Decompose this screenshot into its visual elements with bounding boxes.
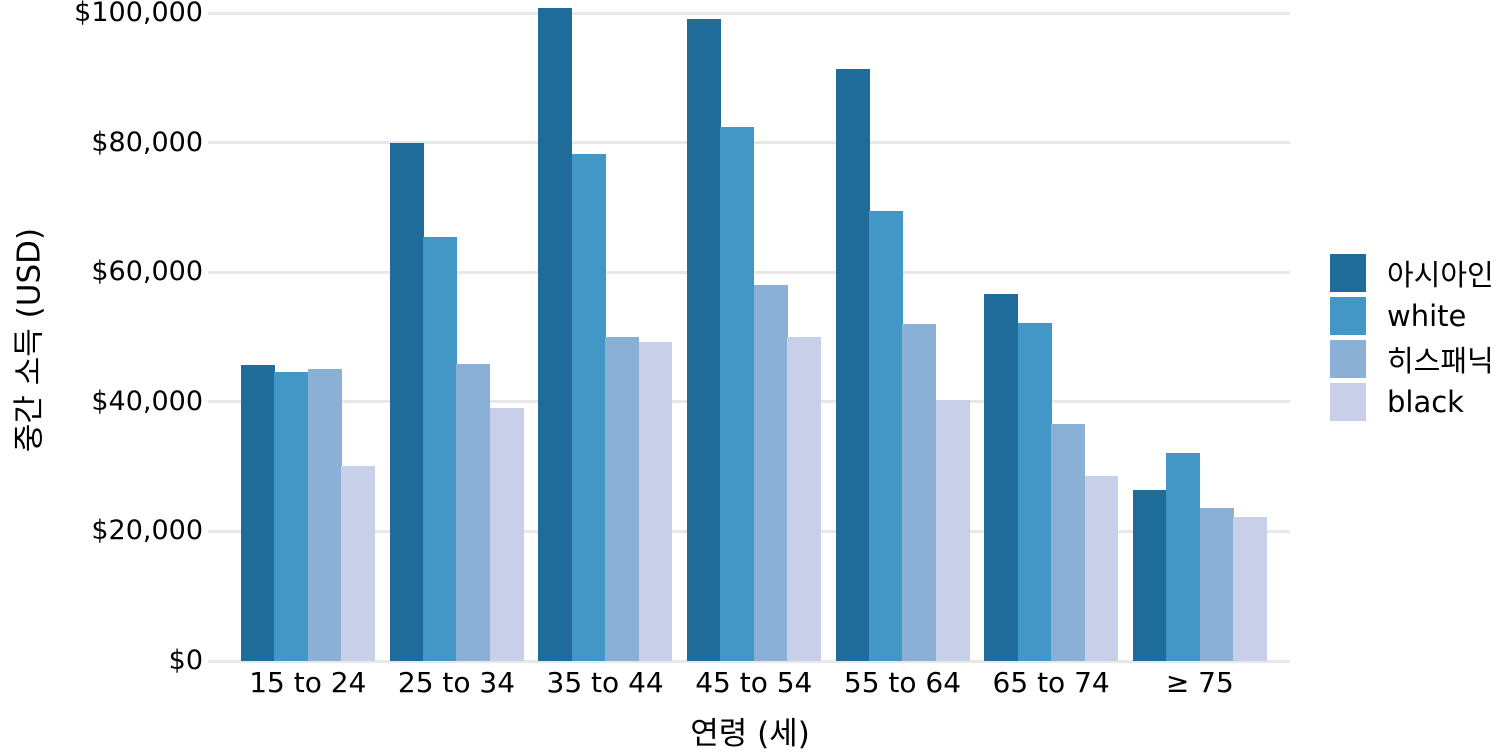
bar [389,142,424,661]
legend-swatch [1330,254,1366,292]
bar [456,364,491,661]
legend: 아시아인 white 히스패닉 black [1330,254,1494,426]
legend-item: 아시아인 [1330,254,1494,292]
bar [869,211,903,661]
bar [687,19,721,661]
x-tick-label: 25 to 34 [397,666,516,699]
legend-swatch [1330,383,1366,421]
legend-item: black [1330,383,1494,421]
bar [1199,508,1234,661]
y-axis-tick-labels: $0 $20,000 $40,000 $60,000 $80,000 $100,000 [0,0,203,754]
x-tick-label: 35 to 44 [546,666,664,699]
legend-item: white [1330,297,1494,335]
bar [1133,489,1167,661]
x-tick-label: 15 to 24 [249,666,367,699]
legend-label: white [1387,299,1467,333]
y-tick-label: $20,000 [91,515,203,547]
bar [1051,423,1086,661]
x-tick-label: ≥ 75 [1165,666,1234,699]
legend-label: 히스패닉 [1387,344,1494,378]
bar [605,337,640,661]
y-tick-label: $80,000 [91,126,203,158]
bar [753,285,788,661]
legend-item: 히스패닉 [1330,340,1494,378]
bar [1017,322,1052,661]
bar [720,127,755,661]
x-tick-label: 55 to 64 [843,666,962,699]
bar [835,69,870,661]
bar [538,8,573,661]
bar [489,408,524,661]
gridline [208,11,1290,15]
x-tick-label: 65 to 74 [992,666,1110,699]
y-tick-label: $0 [168,645,203,676]
plot-area [208,0,1290,663]
bar [274,372,309,661]
legend-label: black [1387,385,1464,419]
gridline [208,659,1290,663]
bar [984,294,1019,661]
bar [1166,453,1201,661]
bar [787,337,822,661]
x-axis-title: 연령 (세) [690,716,810,752]
legend-swatch [1330,297,1366,335]
bar [571,154,606,661]
bar [1233,516,1268,661]
bar [341,465,376,661]
legend-label: 아시아인 [1387,258,1494,292]
bar [241,364,275,661]
bar [1084,476,1119,661]
bar [902,324,937,661]
bar [638,341,673,661]
bar [423,237,457,661]
y-tick-label: $60,000 [91,256,203,288]
x-tick-label: 45 to 54 [695,666,813,699]
bar [307,368,342,661]
bar [935,399,970,661]
y-tick-label: $40,000 [91,385,203,417]
legend-swatch [1330,340,1366,378]
y-tick-label: $100,000 [74,0,203,28]
